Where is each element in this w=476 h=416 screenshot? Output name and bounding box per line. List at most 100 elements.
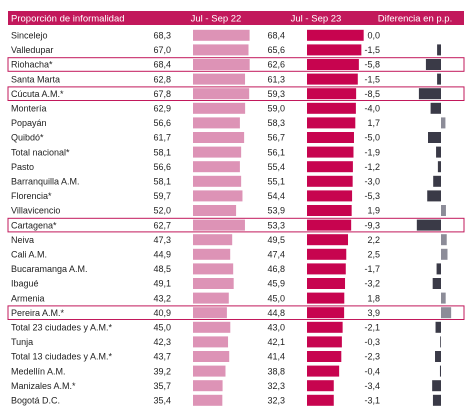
bar-2022 [193, 234, 233, 246]
bar-2022 [193, 263, 234, 275]
difference-label: -2,3 [364, 352, 380, 362]
value-label-2022: 59,7 [153, 191, 171, 201]
difference-label: -3,0 [364, 177, 380, 187]
difference-label: 2,2 [367, 235, 380, 245]
difference-bar [432, 380, 441, 392]
value-label-2022: 48,5 [153, 264, 171, 274]
bar-2022 [193, 88, 250, 100]
value-label-2022: 35,4 [153, 396, 171, 406]
value-label-2023: 53,3 [267, 220, 285, 230]
bar-2023 [307, 307, 345, 319]
difference-bar [436, 263, 441, 275]
category-label: Santa Marta [11, 74, 60, 84]
value-label-2022: 68,3 [153, 31, 171, 41]
difference-bar [435, 321, 441, 333]
value-label-2022: 47,3 [153, 235, 171, 245]
bar-2023 [307, 321, 343, 333]
bar-2023 [307, 292, 345, 304]
bar-2022 [193, 248, 231, 260]
difference-label: 3,9 [367, 308, 380, 318]
value-label-2023: 59,3 [267, 89, 285, 99]
difference-bar [430, 102, 441, 114]
category-label: Popayán [11, 118, 47, 128]
difference-bar [432, 394, 441, 406]
value-label-2023: 55,4 [267, 162, 285, 172]
category-label: Ibagué [11, 279, 39, 289]
value-label-2022: 45,0 [153, 323, 171, 333]
difference-bar [439, 365, 441, 377]
bar-2022 [193, 321, 231, 333]
header-bar [8, 11, 464, 25]
difference-label: -3,2 [364, 279, 380, 289]
value-label-2022: 44,9 [153, 250, 171, 260]
bar-2023 [307, 102, 356, 114]
value-label-2022: 62,7 [153, 220, 171, 230]
highlight-box [7, 57, 465, 72]
difference-label: -0,4 [364, 366, 380, 376]
value-label-2023: 32,3 [267, 381, 285, 391]
difference-label: -5,0 [364, 133, 380, 143]
bar-2022 [193, 102, 246, 114]
value-label-2022: 52,0 [153, 206, 171, 216]
difference-bar [436, 146, 441, 158]
bar-2022 [193, 394, 223, 406]
bar-2022 [193, 117, 240, 129]
value-label-2023: 49,5 [267, 235, 285, 245]
value-label-2023: 55,1 [267, 177, 285, 187]
value-label-2022: 40,9 [153, 308, 171, 318]
category-label: Cali A.M. [11, 250, 47, 260]
bar-2022 [193, 351, 230, 362]
category-label: Riohacha* [11, 60, 53, 70]
value-label-2023: 65,6 [267, 45, 285, 55]
bar-2022 [193, 161, 240, 173]
difference-label: -9,3 [364, 220, 380, 230]
value-label-2023: 56,7 [267, 133, 285, 143]
difference-bar [437, 73, 441, 85]
bar-2023 [307, 190, 353, 202]
category-label: Cúcuta A.M.* [11, 89, 64, 99]
value-label-2022: 67,0 [153, 45, 171, 55]
value-label-2022: 61,7 [153, 133, 171, 143]
value-label-2023: 61,3 [267, 74, 285, 84]
bar-2022 [193, 278, 234, 289]
difference-label: -5,8 [364, 60, 380, 70]
bar-2023 [307, 73, 358, 85]
difference-bar [416, 219, 441, 231]
value-label-2023: 56,1 [267, 147, 285, 157]
category-label: Neiva [11, 235, 34, 245]
difference-label: -0,3 [364, 337, 380, 347]
value-label-2023: 62,6 [267, 60, 285, 70]
bar-2022 [193, 219, 245, 231]
difference-label: -1,5 [364, 45, 380, 55]
difference-bar [441, 292, 446, 304]
highlight-box [7, 86, 465, 102]
bar-2022 [193, 365, 226, 377]
header-category: Proporción de informalidad [11, 14, 125, 25]
value-label-2022: 43,7 [153, 352, 171, 362]
category-label: Armenia [11, 293, 45, 303]
bar-2022 [193, 132, 245, 143]
difference-label: -2,1 [364, 323, 380, 333]
bar-2023 [307, 336, 342, 348]
bar-2022 [193, 380, 223, 392]
category-label: Sincelejo [11, 31, 48, 41]
difference-bar [441, 234, 447, 246]
header-difference: Diferencia en p.p. [378, 14, 452, 25]
bar-2023 [307, 132, 354, 143]
value-label-2023: 45,9 [267, 279, 285, 289]
value-label-2022: 56,6 [153, 162, 171, 172]
value-label-2023: 46,8 [267, 264, 285, 274]
bar-2023 [307, 161, 353, 173]
difference-bar [428, 132, 441, 143]
bar-2023 [307, 44, 362, 56]
bar-2022 [193, 336, 229, 348]
bar-2022 [193, 175, 242, 187]
category-label: Total 23 ciudades y A.M.* [11, 323, 113, 333]
bar-2023 [307, 59, 359, 70]
value-label-2022: 49,1 [153, 279, 171, 289]
value-label-2023: 47,4 [267, 250, 285, 260]
value-label-2023: 44,8 [267, 308, 285, 318]
bar-2023 [307, 117, 356, 129]
bar-2023 [307, 278, 346, 289]
